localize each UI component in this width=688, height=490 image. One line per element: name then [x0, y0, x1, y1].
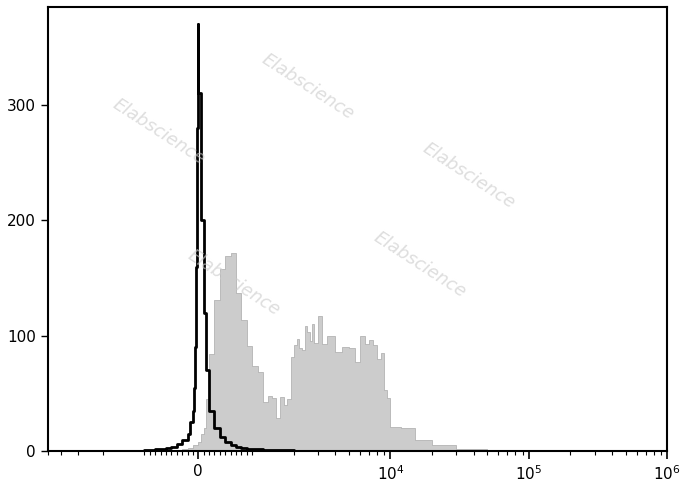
Text: Elabscience: Elabscience	[420, 139, 519, 212]
Text: Elabscience: Elabscience	[259, 50, 358, 123]
Text: Elabscience: Elabscience	[184, 246, 283, 319]
Text: Elabscience: Elabscience	[109, 95, 209, 168]
Text: Elabscience: Elabscience	[370, 228, 469, 301]
